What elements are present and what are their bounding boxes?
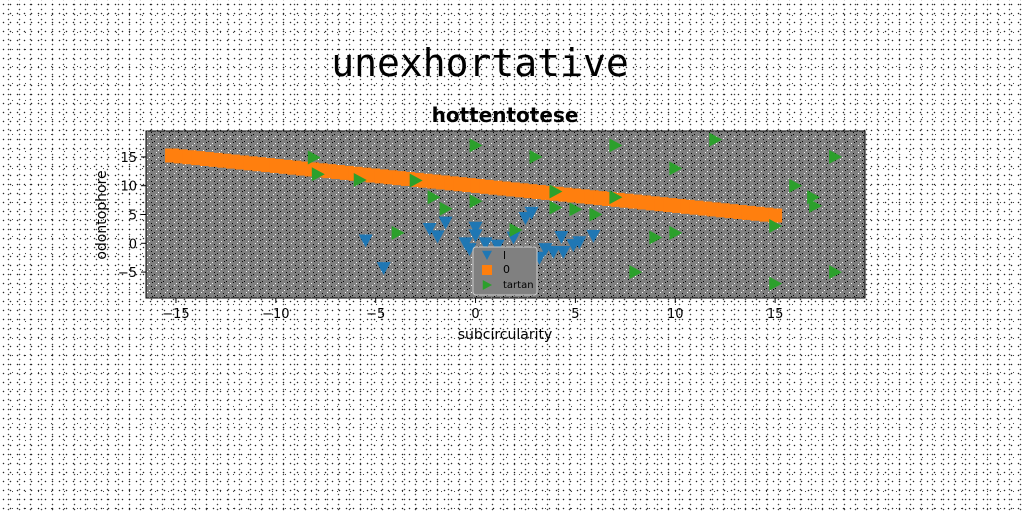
point-tartan — [307, 150, 321, 165]
suptitle: unexhortative — [331, 41, 628, 85]
x-tick-label: −15 — [162, 307, 189, 322]
point-tartan — [769, 219, 783, 234]
x-tick-label: −10 — [262, 307, 289, 322]
point-tartan — [509, 223, 523, 238]
point-tartan — [809, 198, 823, 213]
point-tartan — [427, 190, 441, 205]
point-tartan — [649, 230, 663, 245]
point-l — [358, 234, 373, 248]
y-axis-label: odontophore — [94, 170, 110, 259]
legend-marker-l — [482, 250, 492, 260]
point-tartan — [669, 161, 683, 176]
point-l — [468, 229, 483, 243]
y-tick-label: 10 — [120, 180, 137, 195]
y-tick-label: 5 — [129, 209, 137, 224]
x-tick-label: 5 — [571, 307, 579, 322]
point-tartan — [391, 225, 405, 240]
point-l — [422, 222, 437, 236]
point-tartan — [469, 194, 483, 209]
point-tartan — [353, 172, 367, 187]
legend-label-l: l — [503, 249, 506, 262]
point-l — [468, 221, 483, 235]
point-0 — [768, 208, 783, 223]
legend-marker-0 — [482, 265, 492, 275]
point-tartan — [549, 184, 563, 199]
point-l — [478, 237, 493, 251]
point-tartan — [439, 201, 453, 216]
x-tick-label: 0 — [471, 307, 479, 322]
legend-box — [472, 246, 538, 296]
point-tartan — [609, 190, 623, 205]
legend-label-0: 0 — [503, 263, 510, 276]
x-tick-label: 15 — [767, 307, 784, 322]
point-l — [376, 262, 391, 276]
data-marks — [164, 132, 843, 291]
point-l — [554, 231, 569, 244]
point-l — [462, 243, 477, 257]
point-l — [586, 229, 601, 243]
point-tartan — [609, 138, 623, 153]
point-l — [490, 239, 505, 253]
point-tartan — [409, 173, 423, 188]
point-tartan — [769, 276, 783, 291]
x-tick-label: −5 — [366, 307, 385, 322]
point-tartan — [549, 200, 563, 215]
point-tartan — [311, 167, 325, 182]
point-tartan — [529, 149, 543, 164]
point-l — [524, 206, 539, 220]
point-l — [438, 216, 453, 230]
legend-marker-tartan — [482, 280, 492, 290]
y-tick-label: −5 — [118, 266, 137, 281]
point-l — [430, 230, 445, 244]
legend: l 0 tartan — [472, 246, 538, 296]
point-tartan — [829, 149, 843, 164]
point-tartan — [469, 138, 483, 153]
point-tartan — [629, 265, 643, 280]
point-tartan — [709, 132, 723, 147]
y-tick-label: 0 — [129, 237, 137, 252]
y-tick-label: 15 — [120, 151, 137, 166]
point-l — [556, 245, 571, 259]
point-l — [546, 245, 561, 259]
point-tartan — [569, 202, 583, 217]
point-tartan — [789, 178, 803, 193]
point-l — [572, 236, 587, 250]
axes-title: hottentotese — [432, 103, 579, 127]
point-tartan — [829, 265, 843, 280]
legend-markers — [482, 250, 492, 290]
point-tartan — [669, 225, 683, 240]
y-axis: −5 0 5 10 15 — [118, 151, 146, 281]
x-axis-label: subcircularity — [458, 327, 553, 343]
point-tartan — [589, 207, 603, 222]
point-l — [518, 212, 533, 225]
legend-label-tartan: tartan — [503, 280, 534, 291]
x-axis: −15 −10 −5 0 5 10 15 — [162, 298, 783, 322]
x-tick-label: 10 — [667, 307, 684, 322]
